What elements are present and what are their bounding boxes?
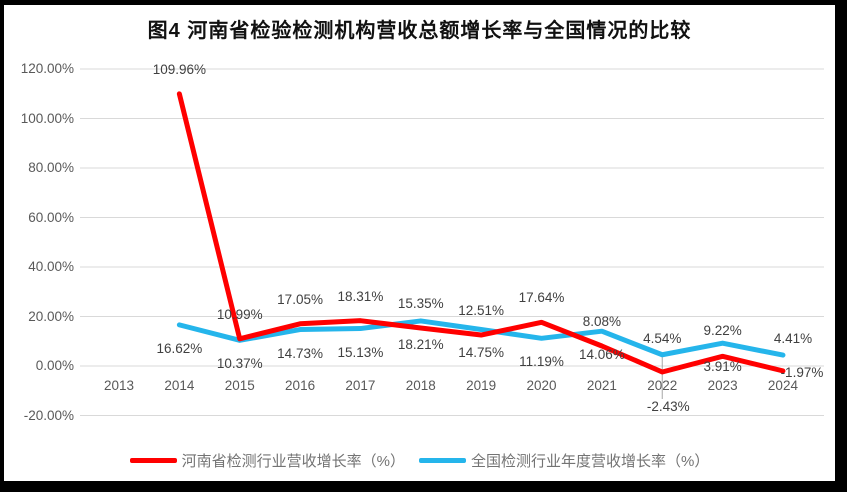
x-axis-label: 2017 [345, 378, 376, 393]
data-label-national: 15.13% [337, 344, 384, 360]
x-axis-label: 2015 [224, 378, 255, 393]
y-axis-label: 100.00% [20, 110, 74, 126]
data-label-national: 14.73% [277, 345, 323, 361]
data-label-henan: 18.31% [337, 288, 384, 304]
y-axis-label: -20.00% [23, 407, 74, 423]
y-axis-label: 60.00% [28, 209, 74, 225]
data-label-national: 11.19% [519, 354, 564, 370]
y-axis-label: 40.00% [28, 259, 74, 274]
x-axis-label: 2016 [285, 378, 316, 393]
series-line-national [176, 318, 786, 358]
y-axis-label: 80.00% [28, 160, 74, 175]
chart-title: 图4 河南省检验检测机构营收总额增长率与全国情况的比较 [147, 20, 692, 42]
x-axis-label: 2018 [405, 378, 436, 393]
data-label-henan: 8.08% [582, 314, 622, 329]
data-label-henan: 17.05% [277, 291, 323, 307]
data-label-national: 9.22% [703, 323, 742, 339]
series-line-henan [176, 91, 786, 375]
x-axis-label: 2013 [103, 378, 135, 393]
legend: 河南省检测行业营收增长率（%） 全国检测行业年度营收增长率（%） [4, 450, 835, 471]
legend-swatch-henan [129, 458, 177, 463]
data-label-henan: 10.99% [216, 306, 263, 322]
data-label-henan: 15.35% [397, 296, 444, 311]
legend-label-national: 全国检测行业年度营收增长率（%） [471, 453, 710, 470]
legend-swatch-national [419, 458, 466, 463]
data-label-henan: 12.51% [458, 303, 505, 319]
x-axis-label: 2021 [586, 378, 617, 393]
x-axis-label: 2020 [526, 378, 557, 393]
legend-item-henan: 河南省检测行业营收增长率（%） [129, 450, 405, 471]
x-axis-label: 2024 [767, 378, 798, 393]
data-label-henan: -1.97% [780, 364, 824, 380]
x-axis-label: 2022 [647, 378, 678, 393]
x-axis-label: 2014 [164, 378, 195, 393]
legend-label-henan: 河南省检测行业营收增长率（%） [181, 453, 405, 470]
y-axis-label: 0.00% [35, 358, 74, 373]
data-label-national: 4.54% [643, 330, 682, 346]
data-label-national: 10.37% [216, 356, 263, 372]
data-label-henan: 109.96% [152, 61, 206, 77]
x-axis-label: 2019 [466, 378, 497, 393]
data-label-henan: -2.43% [646, 399, 690, 414]
data-label-national: 14.06% [578, 347, 625, 363]
x-axis-label: 2023 [707, 378, 738, 393]
chart-frame: 图4 河南省检验检测机构营收总额增长率与全国情况的比较 河南省检测行业营收增长率… [4, 5, 835, 481]
legend-item-national: 全国检测行业年度营收增长率（%） [419, 450, 709, 471]
y-axis-label: 20.00% [28, 308, 74, 324]
y-axis-label: 120.00% [20, 61, 74, 76]
data-label-national: 16.62% [156, 340, 203, 356]
data-label-henan: 17.64% [518, 290, 565, 306]
data-label-national: 18.21% [397, 336, 444, 352]
plot-area [80, 68, 824, 416]
data-label-national: 4.41% [773, 331, 813, 347]
data-label-national: 14.75% [458, 345, 505, 361]
data-label-henan: 3.91% [703, 359, 742, 375]
